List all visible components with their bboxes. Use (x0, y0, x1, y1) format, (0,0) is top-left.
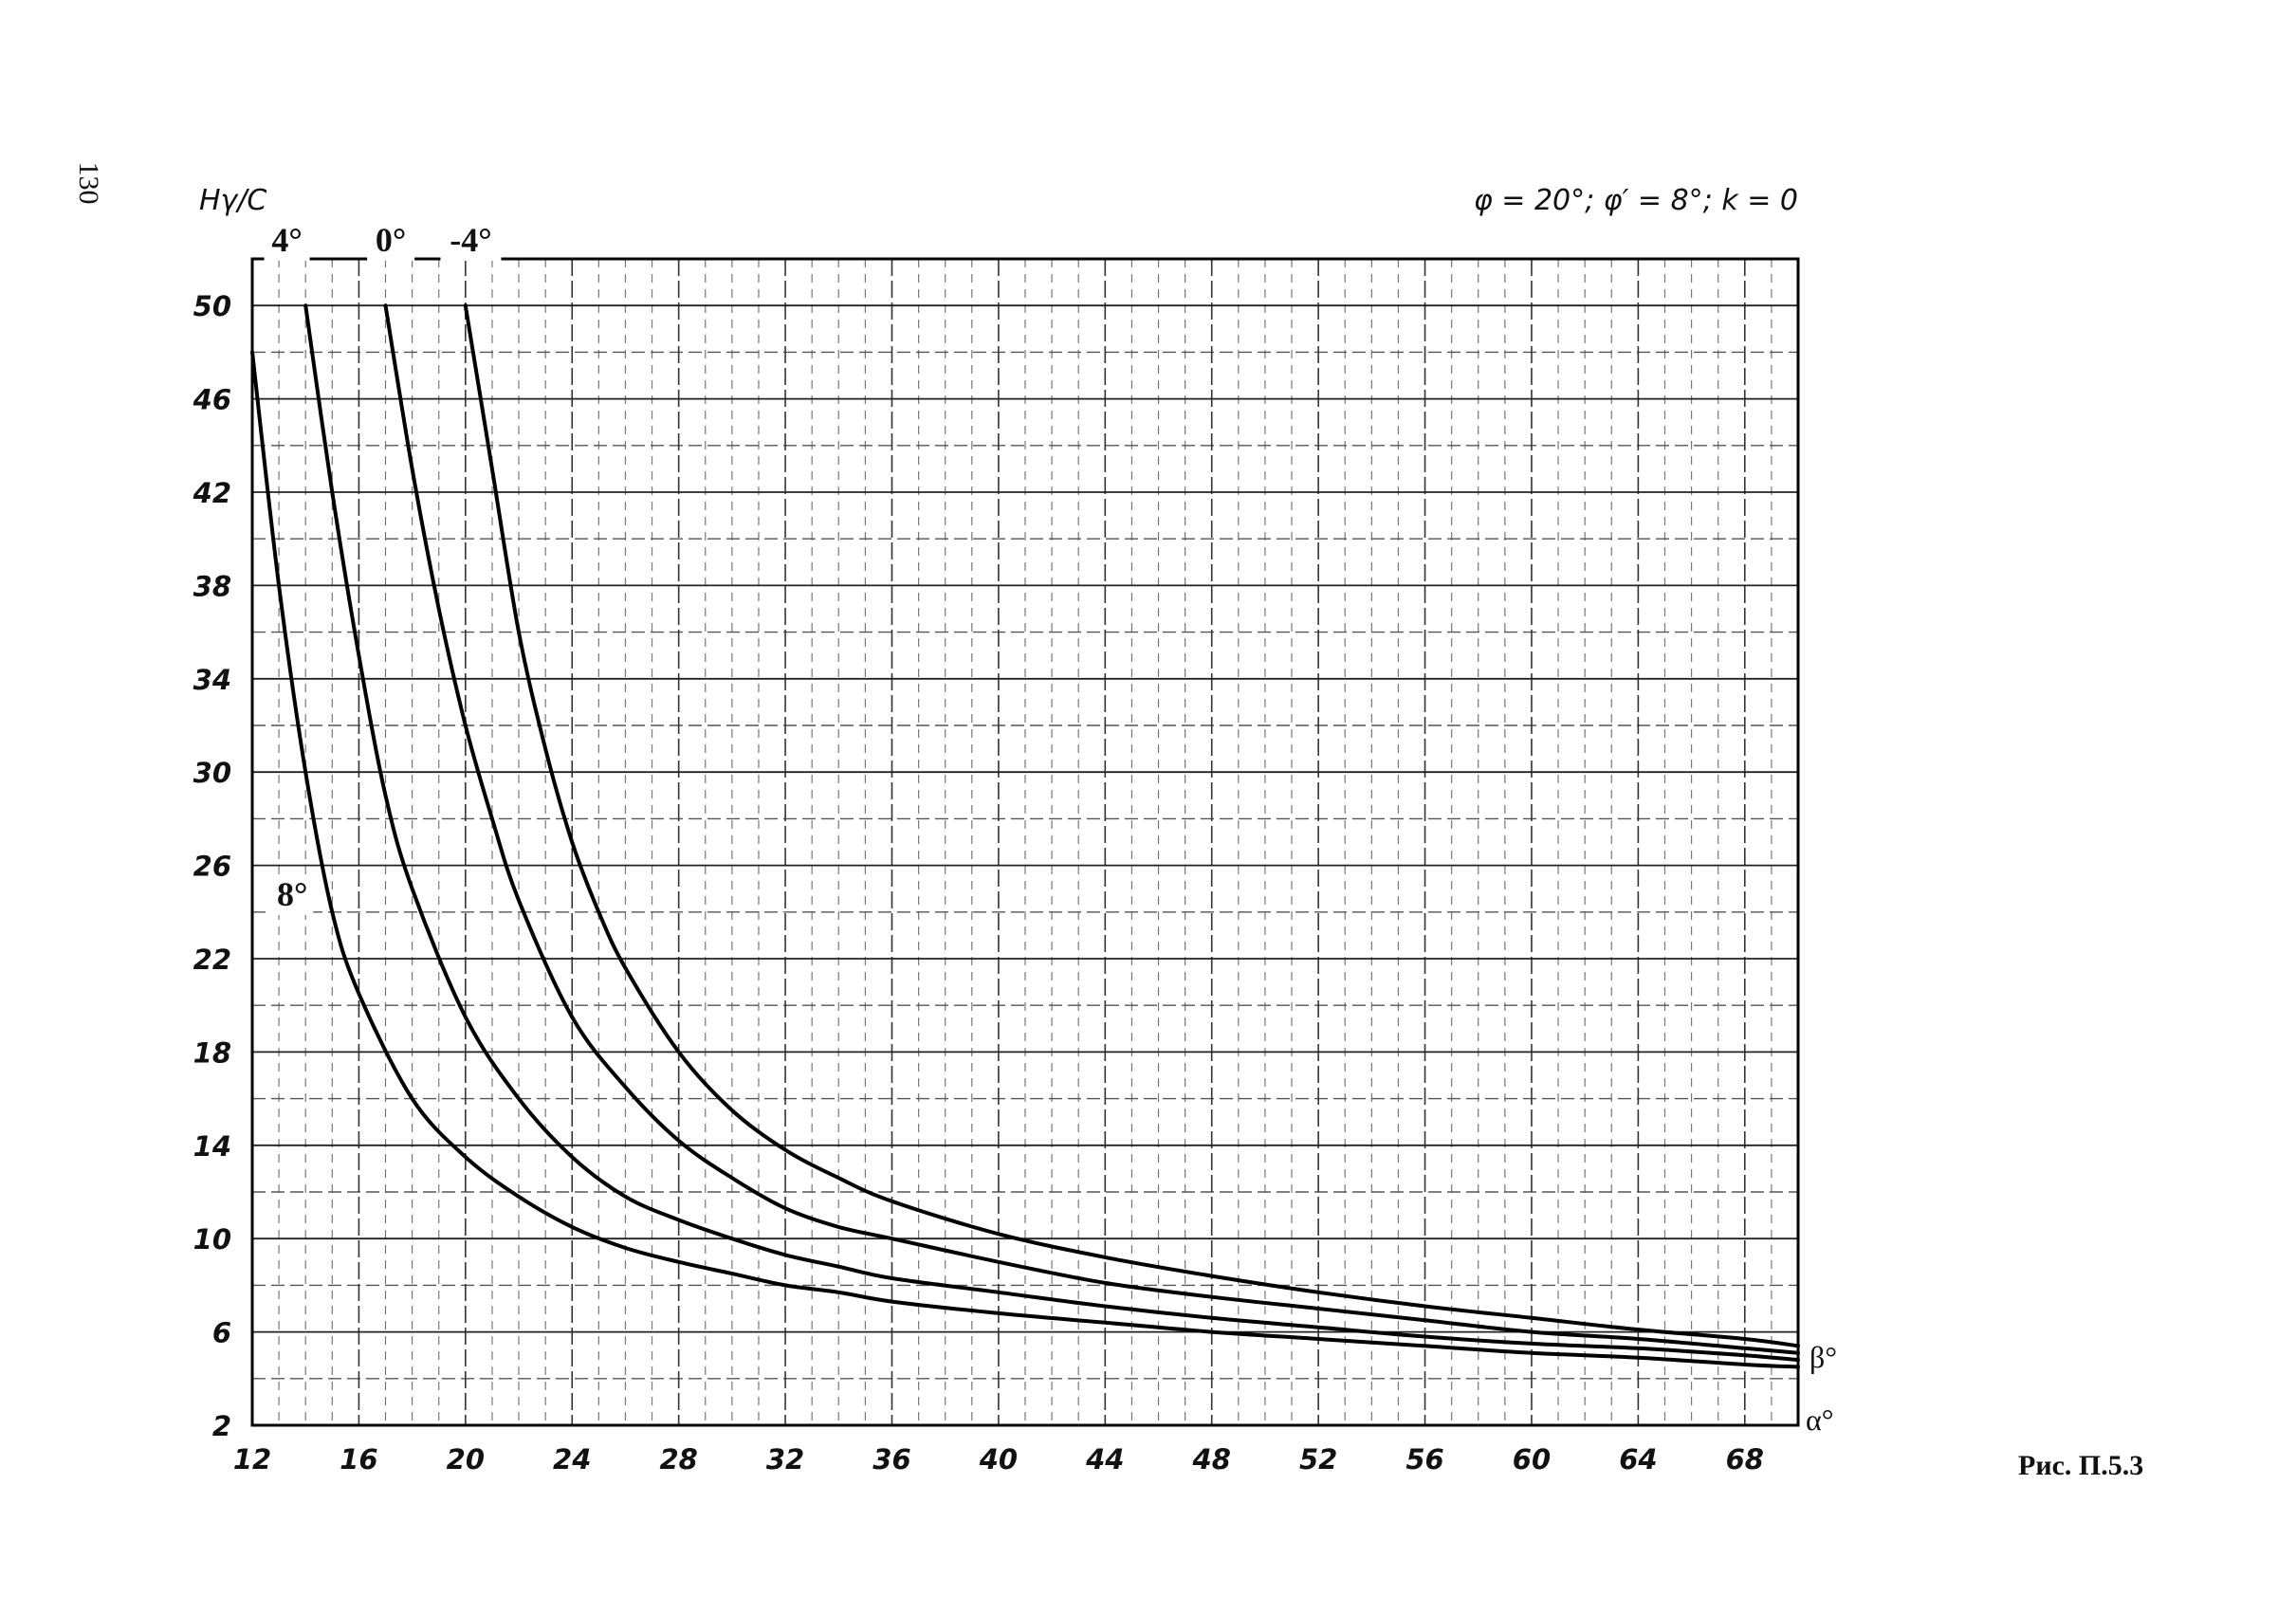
y-tick-label: 26 (193, 851, 231, 883)
x-tick-label: 52 (1299, 1443, 1337, 1476)
y-tick-label: 34 (193, 664, 231, 696)
page-number: 130 (73, 162, 104, 205)
x-tick-label: 44 (1085, 1443, 1124, 1476)
x-tick-label: 60 (1513, 1443, 1551, 1476)
x-tick-labels: 12 16 20 24 28 32 36 40 44 48 52 56 60 64 68 (233, 1443, 1764, 1476)
x-tick-label: 56 (1405, 1443, 1443, 1476)
x-tick-label: 16 (340, 1443, 377, 1476)
x-tick-label: 32 (766, 1443, 804, 1476)
y-tick-label: 14 (193, 1130, 231, 1163)
series-4-label: 4° (271, 221, 302, 259)
y-tick-label: 22 (193, 944, 231, 976)
x-tick-label: 12 (233, 1443, 271, 1476)
x-tick-label: 28 (659, 1443, 697, 1476)
series-4-line (303, 303, 1800, 1363)
x-tick-label: 20 (447, 1443, 485, 1476)
x-tick-label: 64 (1619, 1443, 1657, 1476)
series-layer: 8° 4° 0° -4° (250, 221, 1800, 1369)
x-tick-label: 24 (553, 1443, 591, 1476)
y-tick-label: 30 (193, 757, 231, 789)
y-tick-label: 38 (193, 570, 231, 602)
y-tick-label: 6 (212, 1317, 231, 1349)
y-tick-label: 10 (193, 1223, 231, 1256)
x-tick-label: 36 (872, 1443, 910, 1476)
series-4-label-bg (264, 221, 310, 261)
series-8-label-bg (271, 875, 314, 915)
series-8-label: 8° (277, 875, 307, 913)
minor-grid (252, 259, 1798, 1425)
y-tick-label: 2 (212, 1410, 231, 1442)
y-tick-label: 42 (193, 477, 231, 509)
plot-frame (250, 257, 1800, 1427)
series-minus-4-label-bg (440, 221, 502, 261)
series-0-label-bg (367, 221, 415, 261)
major-grid (251, 259, 1798, 1426)
series-minus-4-line (463, 303, 1800, 1348)
series-minus-4-label: -4° (450, 221, 491, 259)
series-8-line (250, 350, 1800, 1369)
x-tick-label: 68 (1726, 1443, 1764, 1476)
y-axis-label: Hγ/C (199, 184, 266, 217)
series-0-line (383, 303, 1800, 1355)
series-axis-symbol: β° (1809, 1340, 1837, 1374)
figure-caption: Рис. П.5.3 (2018, 1450, 2143, 1481)
x-tick-label: 40 (979, 1443, 1018, 1476)
series-0-label: 0° (376, 221, 406, 259)
y-tick-label: 46 (193, 384, 231, 416)
y-tick-label: 18 (193, 1036, 231, 1069)
y-tick-label: 50 (193, 290, 231, 322)
x-axis-symbol: α° (1806, 1402, 1834, 1437)
chart-title: φ = 20°; φ′ = 8°; k = 0 (1474, 184, 1798, 217)
x-tick-label: 48 (1192, 1443, 1231, 1476)
